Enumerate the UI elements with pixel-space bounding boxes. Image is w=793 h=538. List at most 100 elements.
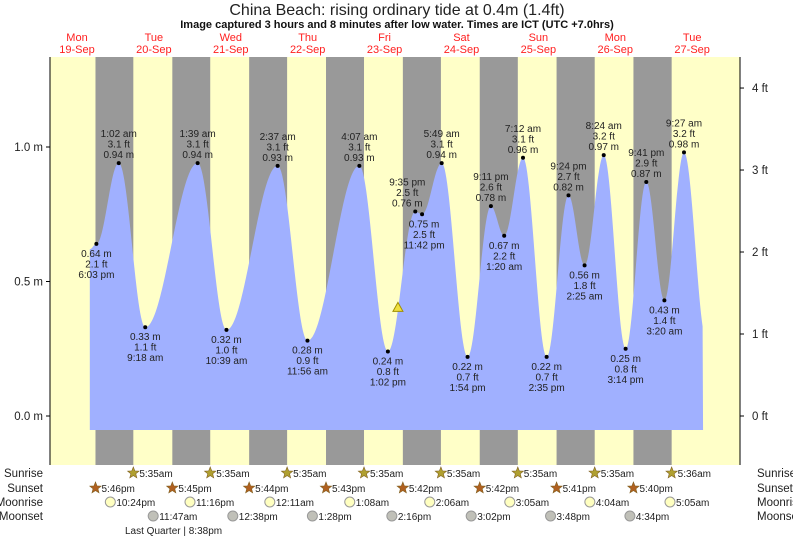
astronomy-rows: Sunrise Sunrise 5:35am 5:35am 5:35am 5:35am 5:… <box>0 466 793 537</box>
sunrise-icon <box>434 466 448 479</box>
sunset-icon <box>396 481 410 494</box>
date-label: 23-Sep <box>367 44 402 56</box>
tide-label: 1.0 ft <box>215 345 237 356</box>
tide-point <box>544 354 549 359</box>
ft-tick-label: 4 ft <box>752 83 769 95</box>
tide-label: 1.1 ft <box>134 343 156 354</box>
sunset-time: 5:44pm <box>255 484 288 495</box>
day-label: Fri <box>378 32 391 44</box>
tide-label: 0.32 m <box>211 335 242 346</box>
tide-label: 2.7 ft <box>557 172 579 183</box>
tide-label: 2.2 ft <box>493 251 515 262</box>
day-label: Mon <box>66 32 87 44</box>
tide-label: 0.87 m <box>631 169 662 180</box>
tide-label: 9:27 am <box>666 118 702 129</box>
tide-point <box>224 327 229 332</box>
tide-label: 3:20 am <box>646 326 682 337</box>
tide-label: 2.5 ft <box>413 230 435 241</box>
moonrise-time: 12:11am <box>276 498 314 509</box>
tide-point <box>681 150 686 155</box>
moonrise-icon <box>104 496 116 508</box>
tide-label: 1:02 pm <box>370 377 406 388</box>
moonrise-icon <box>344 496 356 508</box>
sunset-time: 5:43pm <box>332 484 365 495</box>
day-label: Sun <box>529 32 549 44</box>
ft-tick-label: 2 ft <box>752 247 769 259</box>
sunset-icon <box>550 481 564 494</box>
row-label-moonrise: Moonrise <box>0 497 43 509</box>
tide-label: 3.1 ft <box>512 134 534 145</box>
tide-point <box>601 153 606 158</box>
tide-label: 1:54 pm <box>449 383 485 394</box>
tide-label: 0.94 m <box>103 150 134 161</box>
tide-label: 1:39 am <box>180 129 216 140</box>
y-tick-label: 0.0 m <box>14 411 43 423</box>
tide-label: 2.9 ft <box>635 158 657 169</box>
sunrise-icon <box>665 466 679 479</box>
tide-label: 0.25 m <box>610 354 641 365</box>
tide-label: 2.1 ft <box>85 259 107 270</box>
tide-point <box>465 354 470 359</box>
moonset-time: 3:48pm <box>557 512 590 523</box>
moonrise-time: 11:16pm <box>196 498 234 509</box>
tide-label: 2:37 am <box>260 132 296 143</box>
tide-label: 0.8 ft <box>377 367 399 378</box>
date-label: 25-Sep <box>521 44 556 56</box>
tide-label: 2:25 am <box>567 291 603 302</box>
moonset-icon <box>306 510 318 522</box>
date-label: 22-Sep <box>290 44 325 56</box>
moonset-icon <box>386 510 398 522</box>
date-label: 24-Sep <box>444 44 479 56</box>
moonset-time: 2:16pm <box>398 512 431 523</box>
tide-label: 0.28 m <box>292 346 323 357</box>
ft-tick-label: 1 ft <box>752 329 769 341</box>
tide-label: 1.4 ft <box>653 316 675 327</box>
ft-tick-label: 0 ft <box>752 411 769 423</box>
tide-label: 0.64 m <box>81 249 112 260</box>
sunset-time: 5:46pm <box>101 484 134 495</box>
sunrise-time: 5:35am <box>139 469 172 480</box>
tide-label: 1:02 am <box>101 129 137 140</box>
sunset-time: 5:41pm <box>563 484 596 495</box>
date-label: 27-Sep <box>674 44 709 56</box>
day-label: Sat <box>453 32 470 44</box>
current-tide-marker <box>392 301 404 312</box>
tide-label: 0.67 m <box>489 241 520 252</box>
sunrise-time: 5:35am <box>293 469 326 480</box>
moonrise-time: 10:24pm <box>116 498 155 509</box>
sunset-icon <box>319 481 333 494</box>
date-label: 21-Sep <box>213 44 248 56</box>
tide-point <box>623 346 628 351</box>
tide-label: 11:56 am <box>287 367 328 378</box>
tide-label: 3.2 ft <box>593 132 615 143</box>
tide-label: 0.22 m <box>531 362 562 373</box>
moonrise-time: 1:08am <box>356 498 389 509</box>
tide-point <box>275 163 280 168</box>
tide-point <box>488 204 493 209</box>
tide-point <box>582 263 587 268</box>
chart-subtitle: Image captured 3 hours and 8 minutes aft… <box>180 19 614 31</box>
moonset-icon <box>545 510 557 522</box>
sunrise-time: 5:35am <box>370 469 403 480</box>
tide-curve <box>89 152 704 430</box>
tide-label: 7:12 am <box>505 124 541 135</box>
tide-label: 5:49 am <box>424 129 460 140</box>
tide-point <box>644 179 649 184</box>
sunset-time: 5:40pm <box>639 484 672 495</box>
tide-label: 0.97 m <box>588 142 619 153</box>
tide-label: 0.96 m <box>508 145 539 156</box>
row-label-right-sunset: Sunset <box>757 483 793 495</box>
moonset-icon <box>227 510 239 522</box>
tide-label: 1:20 am <box>486 262 522 273</box>
tide-point <box>420 212 425 217</box>
date-label: 20-Sep <box>136 44 171 56</box>
tide-label: 2.6 ft <box>480 183 502 194</box>
tide-label: 0.93 m <box>344 153 375 164</box>
tide-label: 9:41 pm <box>628 148 664 159</box>
tide-label: 8:24 am <box>586 121 622 132</box>
moonrise-time: 3:05am <box>516 498 549 509</box>
moonset-time: 12:38pm <box>239 512 278 523</box>
ft-tick-label: 3 ft <box>752 165 769 177</box>
sunrise-icon <box>203 466 217 479</box>
tide-label: 9:24 pm <box>550 161 586 172</box>
